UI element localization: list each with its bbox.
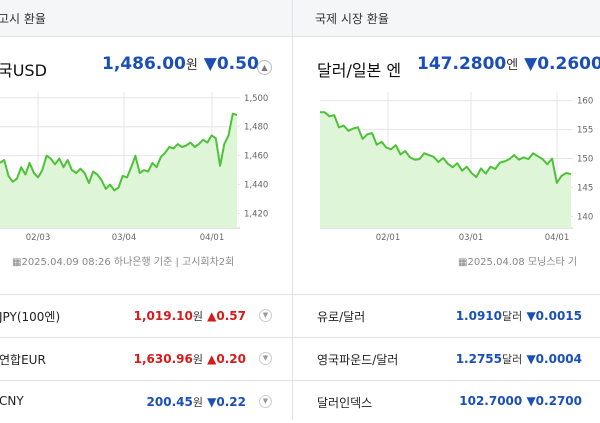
currency-name: 영국파운드/달러 <box>317 353 399 367</box>
x-tick-label: 03/01 <box>459 233 484 243</box>
headline-rate: 1,486.00원 ▼0.50 <box>102 54 259 74</box>
rate-change: ▼0.2700 <box>526 394 582 408</box>
chevron-down-icon[interactable]: ▼ <box>259 352 272 365</box>
rate-value: 102.7000 <box>459 394 523 408</box>
headline-rate-unit: 원 <box>185 58 198 73</box>
tab-bar: 국제 시장 환율 <box>293 0 600 37</box>
y-tick-label: 140 <box>577 212 593 222</box>
rate-change: ▲0.20 <box>207 352 246 366</box>
y-tick-label: 1,460 <box>244 152 268 162</box>
headline-rate-unit: 엔 <box>506 58 519 73</box>
chevron-down-icon[interactable]: ▼ <box>259 309 272 322</box>
currency-name: CNY <box>0 394 24 408</box>
currency-rate: 200.45원 ▼0.22 <box>147 394 246 410</box>
headline-rate-value: 1,486.00 <box>102 54 186 74</box>
rate-value: 1,630.96 <box>133 352 193 366</box>
rate-change: ▼0.0004 <box>526 352 582 366</box>
list-item[interactable]: 유로/달러 1.0910달러 ▼0.0015 <box>293 295 600 338</box>
source-info: ▦2025.04.08 모닝스타 기 <box>458 253 577 268</box>
rate-value: 1.0910 <box>455 309 503 323</box>
headline-currency-name[interactable]: 달러/일본 엔 <box>317 61 402 80</box>
currency-rate: 1,630.96원 ▲0.20 <box>134 351 246 367</box>
y-tick-label: 155 <box>577 126 593 136</box>
tab-bar: 고시 환율 <box>0 0 292 37</box>
rate-change: ▲0.57 <box>207 309 246 323</box>
y-tick-label: 1,420 <box>244 210 268 220</box>
list-item[interactable]: JPY(100엔) 1,019.10원 ▲0.57 ▼ <box>0 295 292 338</box>
x-tick-label: 04/01 <box>545 233 570 243</box>
currency-list: JPY(100엔) 1,019.10원 ▲0.57 ▼ 연합EUR 1,630.… <box>0 294 292 423</box>
currency-name: JPY(100엔) <box>0 310 61 324</box>
rate-value: 1.2755 <box>455 352 503 366</box>
rate-value: 200.45 <box>146 395 193 409</box>
source-info-text: 2025.04.09 08:26 하나은행 기준 | 고시회차2회 <box>21 257 235 268</box>
chevron-up-icon[interactable]: ▲ <box>257 60 272 75</box>
currency-rate: 1.2755달러 ▼0.0004 <box>456 351 582 367</box>
rate-unit: 달러 <box>502 310 523 323</box>
y-tick-label: 145 <box>577 183 593 193</box>
rate-unit: 원 <box>192 310 203 323</box>
usd-jpy-chart: 160 155 150 145 140 02/01 03/01 04/01 <box>320 92 593 243</box>
list-item[interactable]: 영국파운드/달러 1.2755달러 ▼0.0004 <box>293 338 600 381</box>
usd-rate-chart: 1,500 1,480 1,460 1,440 1,420 02/03 03/04 04/01 <box>0 92 268 243</box>
currency-rate: 1,019.10원 ▲0.57 <box>134 308 246 324</box>
tab-international-rate[interactable]: 국제 시장 환율 <box>315 12 389 26</box>
currency-name: 달러인덱스 <box>317 396 373 410</box>
series-area <box>320 112 571 228</box>
currency-rate: 1.0910달러 ▼0.0015 <box>456 308 582 324</box>
list-item[interactable]: 연합EUR 1,630.96원 ▲0.20 ▼ <box>0 338 292 381</box>
rate-unit: 원 <box>192 396 203 409</box>
list-item[interactable]: CNY 200.45원 ▼0.22 ▼ <box>0 381 292 423</box>
currency-name: 유로/달러 <box>317 310 366 324</box>
calendar-icon: ▦ <box>458 257 468 268</box>
series-line <box>320 111 572 184</box>
panel-divider <box>292 0 293 420</box>
headline-currency-name[interactable]: 국USD <box>0 61 47 80</box>
calendar-icon: ▦ <box>12 257 22 268</box>
source-info-text: 2025.04.08 모닝스타 기 <box>467 257 578 268</box>
x-tick-label: 02/01 <box>376 233 401 243</box>
list-item[interactable]: 달러인덱스 102.7000 ▼0.2700 <box>293 381 600 423</box>
rate-change: ▼0.0015 <box>526 309 582 323</box>
headline-rate-change: ▼0.2600 <box>524 54 600 74</box>
x-tick-label: 02/03 <box>26 233 51 243</box>
currency-rate: 102.7000 ▼0.2700 <box>459 394 582 408</box>
series-area <box>0 113 237 228</box>
tab-notice-rate[interactable]: 고시 환율 <box>0 12 46 26</box>
y-tick-label: 1,440 <box>244 181 268 191</box>
rate-unit: 달러 <box>502 353 523 366</box>
international-rate-panel: 국제 시장 환율 달러/일본 엔 147.2800엔 ▼0.2600 160 15… <box>293 0 600 420</box>
x-tick-label: 04/01 <box>200 233 225 243</box>
currency-name: 연합EUR <box>0 353 46 367</box>
rate-value: 1,019.10 <box>133 309 193 323</box>
rate-change: ▼0.22 <box>207 395 246 409</box>
y-tick-label: 160 <box>577 97 593 107</box>
headline-rate-change: ▼0.50 <box>203 54 259 74</box>
currency-list: 유로/달러 1.0910달러 ▼0.0015 영국파운드/달러 1.2755달러… <box>293 294 600 423</box>
headline-rate-value: 147.2800 <box>417 54 507 74</box>
notice-rate-panel: 고시 환율 국USD 1,486.00원 ▼0.50 ▲ 1,500 1,480 1… <box>0 0 292 420</box>
chevron-down-icon[interactable]: ▼ <box>259 395 272 408</box>
headline-rate: 147.2800엔 ▼0.2600 <box>417 54 600 74</box>
y-tick-label: 150 <box>577 155 593 165</box>
source-info: ▦2025.04.09 08:26 하나은행 기준 | 고시회차2회 <box>12 253 234 268</box>
x-tick-label: 03/04 <box>112 233 137 243</box>
y-tick-label: 1,500 <box>244 94 268 104</box>
y-tick-label: 1,480 <box>244 123 268 133</box>
series-line <box>0 112 238 192</box>
rate-unit: 원 <box>192 353 203 366</box>
